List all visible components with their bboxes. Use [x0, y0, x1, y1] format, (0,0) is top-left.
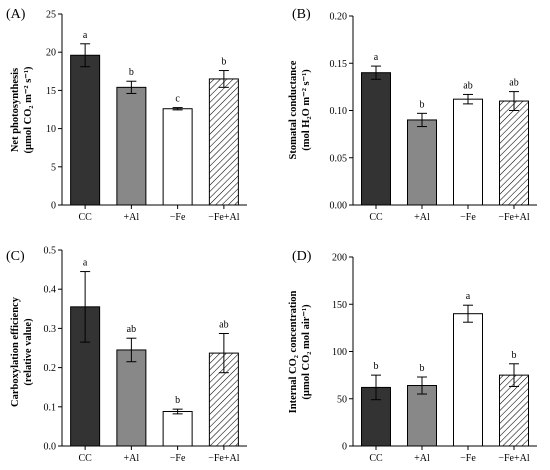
panel-c-ylabel-line2: (relative value)	[23, 318, 34, 386]
panel-a: (A) Net photosynthesis (µmol CO₂ m⁻² s⁻¹…	[6, 7, 247, 223]
panel-b-ytick-label: 0.10	[330, 106, 348, 117]
panel-a-ylabel-line2: (µmol CO₂ m⁻² s⁻¹)	[23, 66, 34, 153]
panel-a-xtick-label-al: +Al	[124, 212, 140, 223]
panel-b-bar-al	[407, 119, 437, 206]
panel-a-xtick-label-fe-al: −Fe+Al	[208, 212, 240, 223]
panel-d-ytick-label: 0	[342, 442, 347, 453]
panel-d-significance-fe: a	[466, 291, 471, 302]
panel-a-bar-cc	[70, 54, 101, 206]
panel-d-significance-fe-al: b	[512, 350, 517, 361]
panel-b: (B) Stomatal conductance (mol H₂O m⁻² s⁻…	[288, 7, 537, 223]
panel-c-significance-fe: b	[175, 395, 180, 406]
panel-d-significance-cc: b	[374, 361, 379, 372]
panel-b-bar-cc	[361, 72, 391, 206]
panel-b-significance-al: b	[420, 99, 425, 110]
panel-b-ytick-label: 0.05	[330, 153, 348, 164]
panel-d-plot: 0 50 100 150 200 CC b +Al b −Fe a −Fe+Al b	[332, 253, 537, 464]
panel-c-xtick-label-fe-al: −Fe+Al	[208, 453, 240, 464]
panel-a-significance-cc: a	[83, 30, 88, 41]
panel-a-plot: 0 5 10 15 20 25 CC a +Al b −Fe c −Fe+Al b	[46, 10, 247, 223]
panel-b-xtick-label-al: +Al	[414, 212, 430, 223]
panel-c-ytick-label: 0.1	[44, 402, 57, 413]
panel-a-ytick-label: 25	[46, 10, 56, 21]
panel-d-ytick-label: 50	[337, 394, 347, 405]
panel-c-significance-al: ab	[127, 324, 136, 335]
panel-d-ytick-label: 150	[332, 300, 347, 311]
panel-a-significance-fe: c	[175, 94, 180, 105]
panel-d-bar-fe	[453, 313, 483, 447]
panel-b-bar-fe	[453, 98, 483, 206]
panel-b-ytick-label: 0.15	[330, 59, 348, 70]
panel-a-xtick-label-fe: −Fe	[170, 212, 186, 223]
panel-a-xtick-label-cc: CC	[78, 212, 92, 223]
panel-a-ytick-label: 10	[46, 124, 56, 135]
panel-c-tag: (C)	[6, 249, 25, 264]
panel-c-xtick-label-al: +Al	[124, 453, 140, 464]
panel-b-xtick-label-fe: −Fe	[460, 212, 476, 223]
panel-c-ytick-label: 0.3	[44, 324, 57, 335]
panel-d-ytick-label: 100	[332, 347, 347, 358]
panel-d-significance-al: b	[420, 363, 425, 374]
panel-c-xtick-label-fe: −Fe	[170, 453, 186, 464]
panel-a-significance-fe-al: b	[221, 57, 226, 68]
panel-b-significance-fe: ab	[463, 80, 472, 91]
panel-a-bar-fe	[162, 108, 193, 206]
panel-d-ylabel-line2: (µmol CO₂ mol air⁻¹)	[301, 304, 312, 400]
panel-c-ylabel-line1: Carboxylation efficiency	[10, 296, 21, 407]
panel-b-ylabel-line1: Stomatal conductance	[288, 60, 299, 159]
panel-b-tag: (B)	[292, 7, 311, 22]
panel-a-bar-fe-al	[208, 78, 239, 206]
panel-a-ytick-label: 0	[51, 201, 56, 212]
panel-d-xtick-label-cc: CC	[369, 453, 383, 464]
panel-a-tag: (A)	[6, 7, 26, 22]
panel-b-xtick-label-cc: CC	[369, 212, 383, 223]
panel-c-bar-al	[116, 349, 147, 447]
panel-d-bar-al	[407, 385, 437, 447]
panel-b-bar-fe-al	[499, 100, 529, 206]
panel-c-ytick-label: 0.4	[44, 285, 57, 296]
panel-a-significance-al: b	[129, 67, 134, 78]
panel-b-ylabel-line2: (mol H₂O m⁻² s⁻¹)	[301, 69, 312, 151]
panel-c-ytick-label: 0.2	[44, 363, 57, 374]
panel-c-plot: 0.0 0.1 0.2 0.3 0.4 0.5 CC a +Al ab −Fe b −Fe+Al ab	[44, 246, 247, 464]
panel-d-xtick-label-fe-al: −Fe+Al	[498, 453, 530, 464]
panel-b-significance-cc: a	[374, 52, 379, 63]
panel-a-ytick-label: 15	[46, 86, 56, 97]
panel-c-xtick-label-cc: CC	[78, 453, 92, 464]
panel-a-ytick-label: 5	[51, 162, 56, 173]
panel-d-tag: (D)	[292, 249, 312, 264]
panel-a-ytick-label: 20	[46, 48, 56, 59]
panel-d-ytick-label: 200	[332, 253, 347, 264]
panel-d: (D) Internal CO₂ concentration (µmol CO₂…	[288, 249, 537, 464]
panel-d-ylabel-line1: Internal CO₂ concentration	[288, 290, 299, 413]
panel-c-significance-fe-al: ab	[219, 319, 228, 330]
panel-b-xtick-label-fe-al: −Fe+Al	[498, 212, 530, 223]
panel-d-xtick-label-al: +Al	[414, 453, 430, 464]
panel-c-bar-fe	[162, 411, 193, 447]
panel-c-ytick-label: 0.0	[44, 442, 57, 453]
panel-c-significance-cc: a	[83, 258, 88, 269]
panel-b-ytick-label: 0.20	[330, 12, 348, 23]
panel-c-ytick-label: 0.5	[44, 246, 57, 257]
panel-a-bar-al	[116, 86, 147, 206]
panel-b-ytick-label: 0.00	[330, 201, 348, 212]
panel-a-ylabel-line1: Net photosynthesis	[10, 68, 21, 152]
panel-d-xtick-label-fe: −Fe	[460, 453, 476, 464]
panel-c: (C) Carboxylation efficiency (relative v…	[6, 246, 247, 464]
panel-b-significance-fe-al: ab	[509, 78, 518, 89]
panel-b-plot: 0.00 0.05 0.10 0.15 0.20 CC a +Al b −Fe ab −Fe+Al ab	[330, 12, 537, 223]
